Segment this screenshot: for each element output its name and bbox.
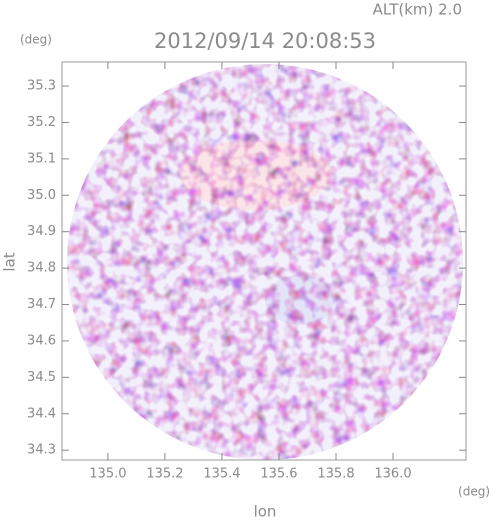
x-axis-label: lon [254,503,277,521]
x-unit: (deg) [458,485,490,499]
plot-frame [61,61,467,461]
x-tick-label: 135.8 [317,467,354,482]
x-tick-label: 135.4 [203,467,240,482]
y-tick-label: 34.9 [27,224,56,239]
x-tick-label: 136.0 [374,467,411,482]
y-tick-label: 35.3 [27,79,56,94]
y-tick-label: 34.8 [27,261,56,276]
chart-title: 2012/09/14 20:08:53 [154,29,376,53]
y-tick-label: 34.6 [27,333,56,348]
altitude-label: ALT(km) 2.0 [373,1,462,19]
y-axis-label: lat [1,252,19,271]
y-tick-label: 34.7 [27,297,56,312]
y-tick-label: 34.4 [27,406,56,421]
y-unit: (deg) [20,33,52,47]
radar-speckle [67,64,463,460]
y-tick-label: 35.1 [27,151,56,166]
x-tick-label: 135.2 [146,467,183,482]
y-tick-label: 34.5 [27,370,56,385]
y-tick-label: 35.0 [27,188,56,203]
x-tick-label: 135.0 [89,467,126,482]
radar-field [67,64,463,460]
y-tick-label: 34.3 [27,443,56,458]
y-tick-label: 35.2 [27,115,56,130]
x-tick-label: 135.6 [260,467,297,482]
